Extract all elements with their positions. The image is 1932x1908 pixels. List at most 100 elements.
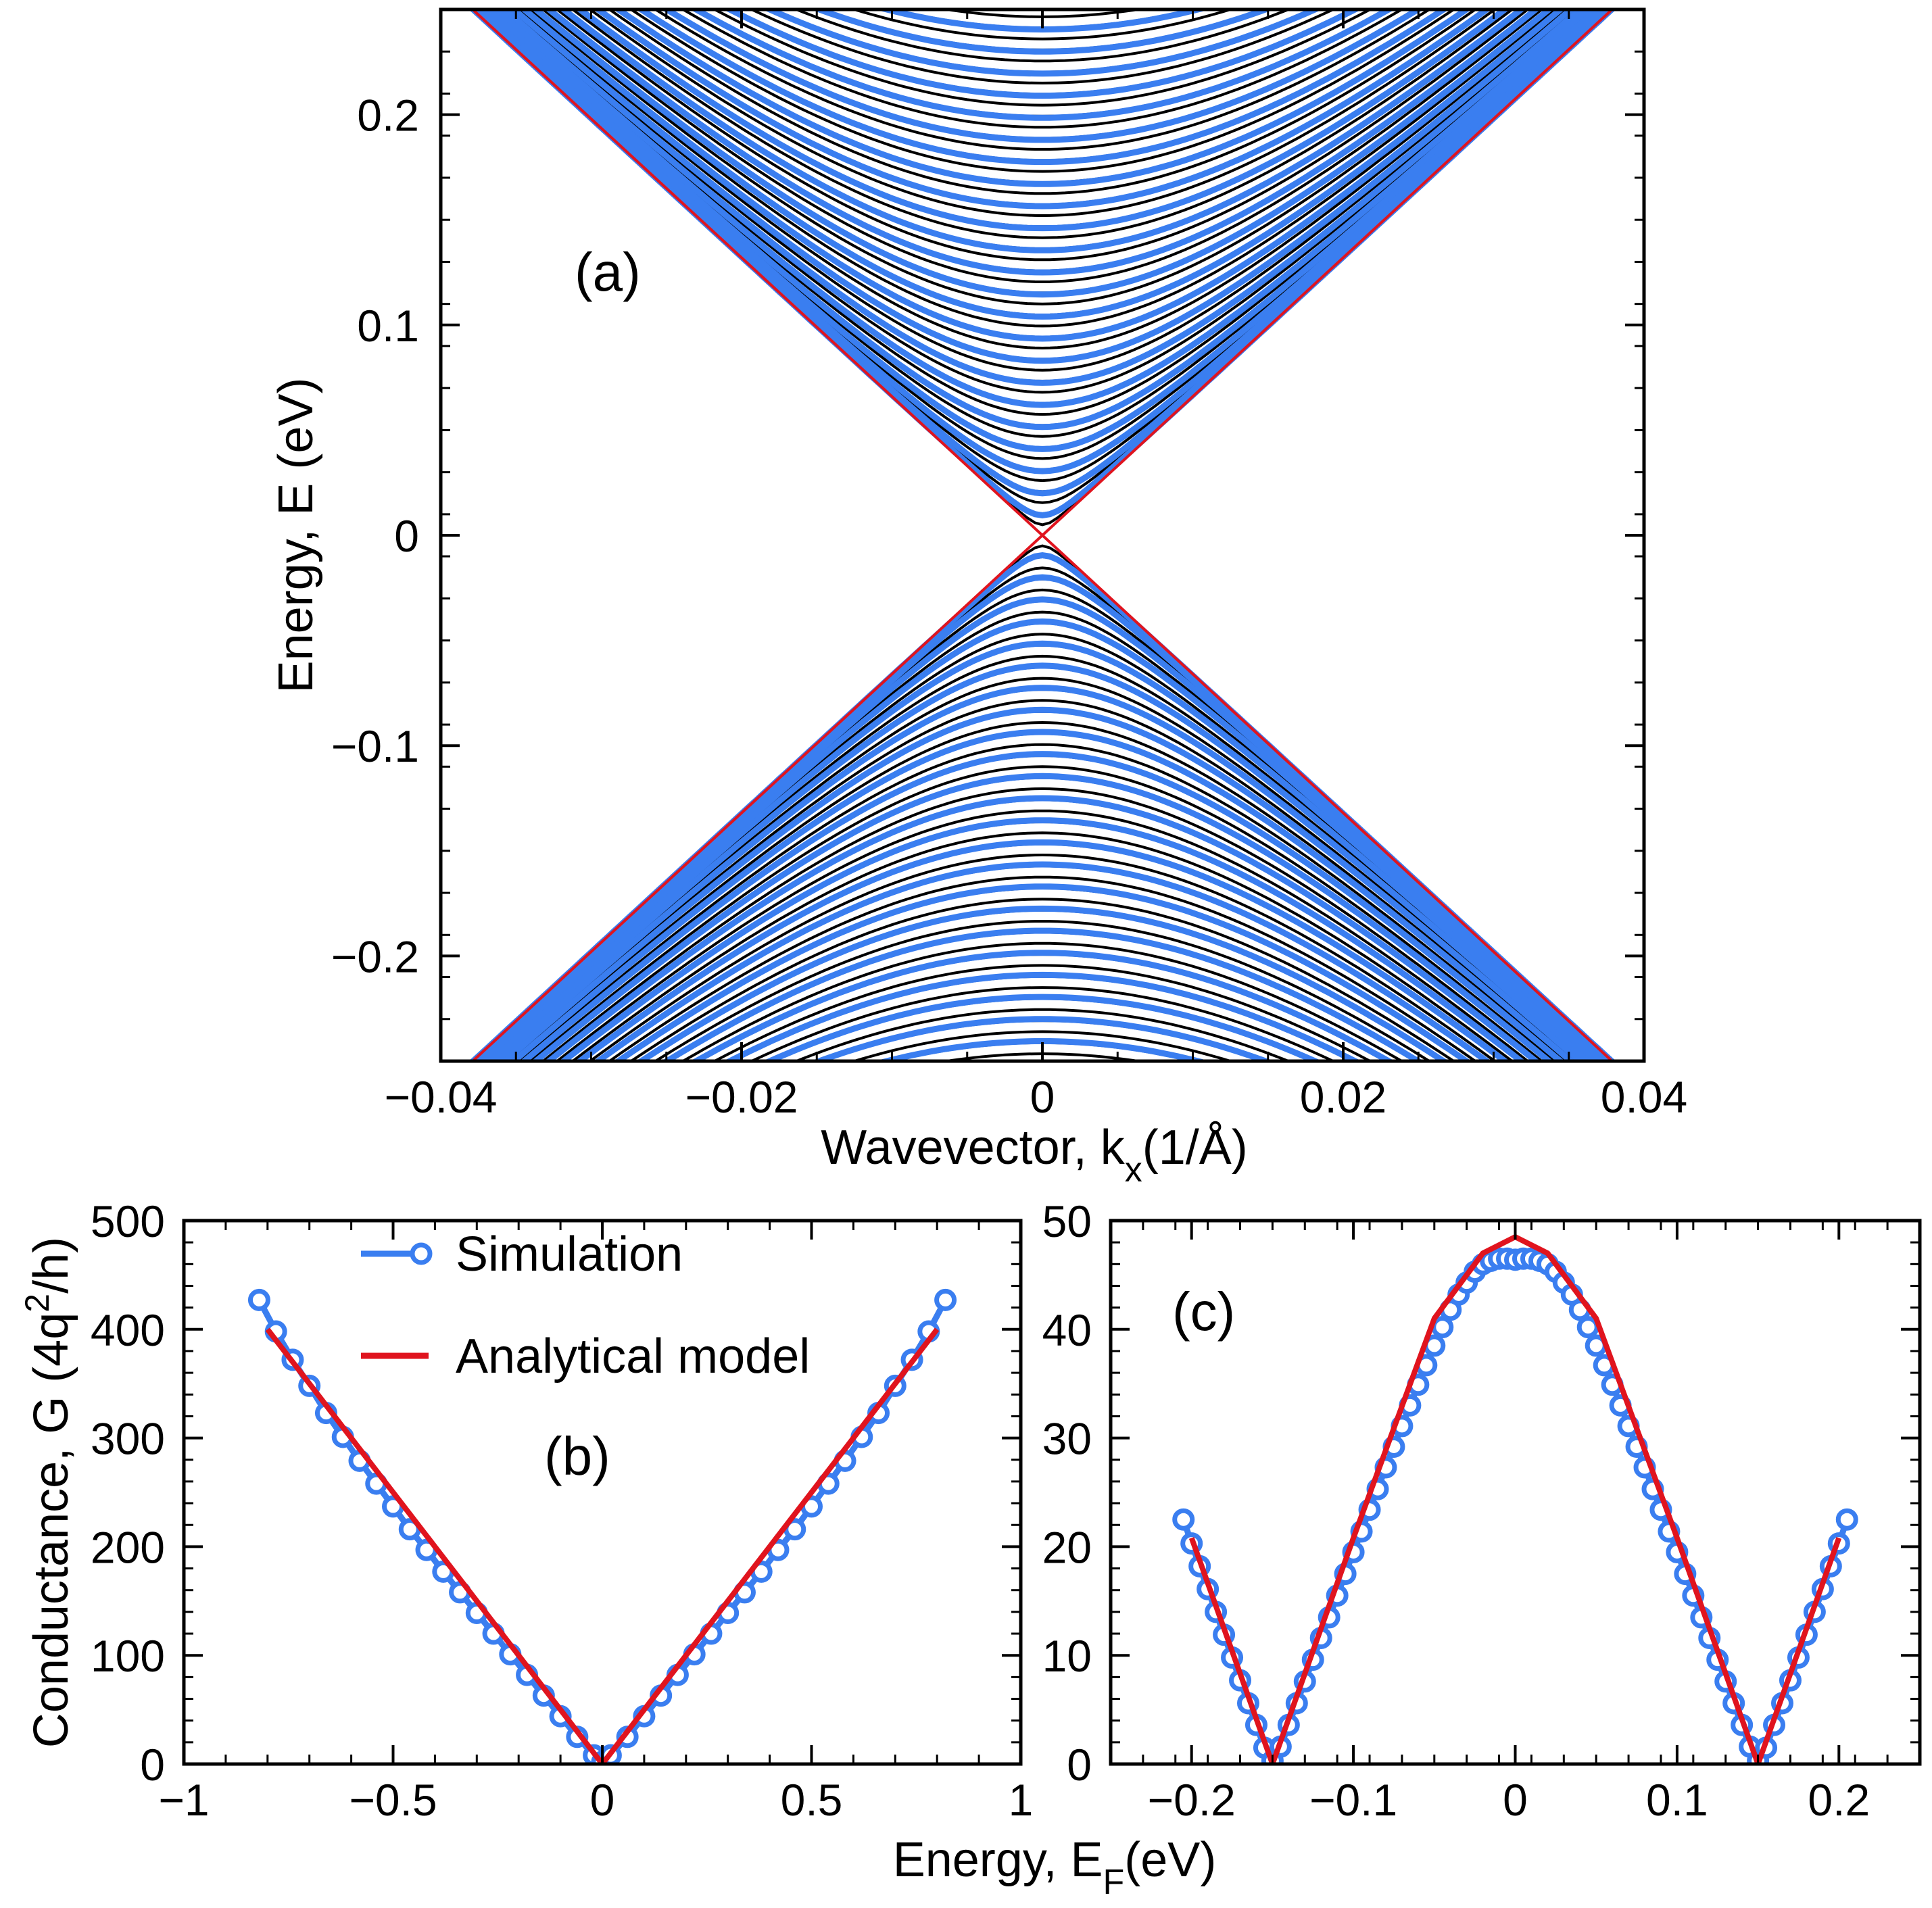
band-blue-c13 bbox=[575, 9, 1510, 232]
band-blue-c17 bbox=[660, 9, 1424, 143]
simulation-point bbox=[1431, 1316, 1454, 1339]
y-tick-label: 10 bbox=[1042, 1631, 1092, 1681]
band-black-c38 bbox=[711, 9, 1374, 107]
dirac-cone-line-0 bbox=[473, 9, 1044, 537]
band-blue-v15 bbox=[612, 883, 1472, 1061]
legend: Simulation Analytical model bbox=[361, 1227, 810, 1384]
band-blue-v22 bbox=[875, 1037, 1210, 1061]
band-blue-v8 bbox=[509, 729, 1576, 1061]
band-blue-v3 bbox=[475, 618, 1610, 1061]
band-blue-c15 bbox=[612, 9, 1472, 187]
band-blue-v12 bbox=[558, 817, 1526, 1061]
band-blue-c10 bbox=[531, 9, 1554, 298]
simulation-point bbox=[247, 1288, 270, 1311]
band-blue-c5 bbox=[485, 9, 1599, 408]
x-tick-label: 0 bbox=[590, 1775, 615, 1825]
band-black-c36 bbox=[680, 9, 1405, 129]
band-blue-v20 bbox=[762, 994, 1323, 1061]
panel-a-xlabel-sub: x bbox=[1125, 1150, 1142, 1190]
band-black-c28 bbox=[587, 9, 1497, 218]
band-black-v22 bbox=[541, 787, 1544, 1061]
band-black-v30 bbox=[607, 875, 1478, 1061]
band-blue-v11 bbox=[544, 795, 1541, 1061]
band-blue-c14 bbox=[593, 9, 1492, 210]
band-black-v26 bbox=[570, 831, 1515, 1061]
panel-b-axes: −1 −0.5 0 0.5 1 0 100 200 300 400 500 bbox=[91, 1196, 1033, 1825]
legend-analytical-label: Analytical model bbox=[456, 1329, 810, 1384]
y-tick-label: 500 bbox=[91, 1196, 165, 1246]
band-black-c34 bbox=[652, 9, 1432, 151]
y-tick-label: 20 bbox=[1042, 1522, 1092, 1572]
x-tick-label: −0.2 bbox=[1148, 1775, 1236, 1825]
panel-c-label: (c) bbox=[1172, 1281, 1235, 1342]
x-tick-label: 0.2 bbox=[1808, 1775, 1870, 1825]
band-black-v34 bbox=[652, 920, 1432, 1061]
band-black-v40 bbox=[748, 986, 1336, 1061]
band-blue-c3 bbox=[475, 9, 1610, 452]
simulation-line bbox=[1180, 1255, 1850, 1764]
x-tick-label: 0.04 bbox=[1601, 1072, 1687, 1122]
y-tick-label: 0 bbox=[1067, 1740, 1092, 1790]
y-tick-label: 40 bbox=[1042, 1305, 1092, 1355]
panel-c-xlabel-sub: F bbox=[1103, 1863, 1125, 1902]
band-black-v44 bbox=[850, 1030, 1235, 1061]
x-tick-label: −0.04 bbox=[385, 1072, 498, 1122]
x-tick-label: −0.02 bbox=[685, 1072, 798, 1122]
band-blue-v21 bbox=[810, 1016, 1275, 1061]
band-black-c44 bbox=[850, 9, 1235, 41]
band-blue-c4 bbox=[480, 9, 1605, 431]
x-tick-label: 0 bbox=[1503, 1775, 1528, 1825]
band-black-c16 bbox=[508, 9, 1577, 350]
band-blue-v13 bbox=[575, 839, 1510, 1061]
y-tick-label: 400 bbox=[91, 1305, 165, 1355]
legend-simulation-label: Simulation bbox=[456, 1227, 683, 1281]
band-black-v16 bbox=[508, 720, 1577, 1061]
y-tick-label: 300 bbox=[91, 1414, 165, 1464]
panel-c-xlabel-main: Energy, E bbox=[893, 1833, 1103, 1887]
band-black-v38 bbox=[711, 964, 1374, 1061]
band-black-v32 bbox=[628, 898, 1457, 1061]
band-blue-c20 bbox=[762, 9, 1323, 77]
band-black-c18 bbox=[517, 9, 1568, 328]
simulation-point bbox=[1576, 1316, 1599, 1339]
band-blue-c12 bbox=[558, 9, 1526, 253]
panel-b-plot-area bbox=[247, 1288, 957, 1764]
simulation-point bbox=[1835, 1508, 1858, 1531]
panel-b-conductance: −1 −0.5 0 0.5 1 0 100 200 300 400 500 (b) Conducta… bbox=[18, 1196, 1033, 1825]
x-tick-label: −0.1 bbox=[1309, 1775, 1397, 1825]
analytical-model-line bbox=[265, 1327, 940, 1764]
band-blue-c23 bbox=[1008, 9, 1077, 11]
panel-a-xlabel-unit: (1/Å) bbox=[1142, 1121, 1248, 1175]
dirac-cone-line-3 bbox=[1041, 534, 1612, 1061]
band-black-c40 bbox=[748, 9, 1336, 84]
panel-b-frame bbox=[182, 1219, 1023, 1766]
band-black-c42 bbox=[792, 9, 1293, 63]
band-blue-c2 bbox=[472, 9, 1613, 474]
band-blue-v2 bbox=[472, 596, 1613, 1061]
dirac-cone-line-2 bbox=[473, 534, 1044, 1061]
band-black-v18 bbox=[517, 743, 1568, 1061]
band-blue-v18 bbox=[690, 950, 1395, 1061]
panel-b-ylabel: Conductance, G (4q2/h) bbox=[18, 1237, 78, 1748]
y-tick-label: 50 bbox=[1042, 1196, 1092, 1246]
band-blue-c9 bbox=[519, 9, 1566, 320]
x-tick-label: 0.5 bbox=[781, 1775, 843, 1825]
band-black-v42 bbox=[792, 1008, 1293, 1061]
y-tick-label: 0.1 bbox=[357, 301, 419, 351]
panel-c-axes: −0.2 −0.1 0 0.1 0.2 0 10 20 30 40 50 bbox=[1042, 1196, 1921, 1825]
y-tick-label: −0.1 bbox=[331, 721, 419, 771]
panel-b-label: (b) bbox=[544, 1426, 610, 1486]
band-blue-v6 bbox=[492, 685, 1593, 1061]
band-black-v24 bbox=[554, 809, 1530, 1061]
band-black-v36 bbox=[680, 941, 1405, 1061]
band-black-c22 bbox=[541, 9, 1544, 284]
simulation-point bbox=[934, 1288, 957, 1311]
panel-a-xlabel-main: Wavevector, k bbox=[821, 1121, 1125, 1175]
band-black-c32 bbox=[628, 9, 1457, 173]
band-blue-v17 bbox=[660, 927, 1424, 1061]
band-blue-c6 bbox=[492, 9, 1593, 386]
panel-a-xlabel: Wavevector, kx(1/Å) bbox=[821, 1121, 1248, 1190]
band-black-c47 bbox=[441, 0, 1644, 6]
band-blue-c19 bbox=[723, 9, 1362, 99]
